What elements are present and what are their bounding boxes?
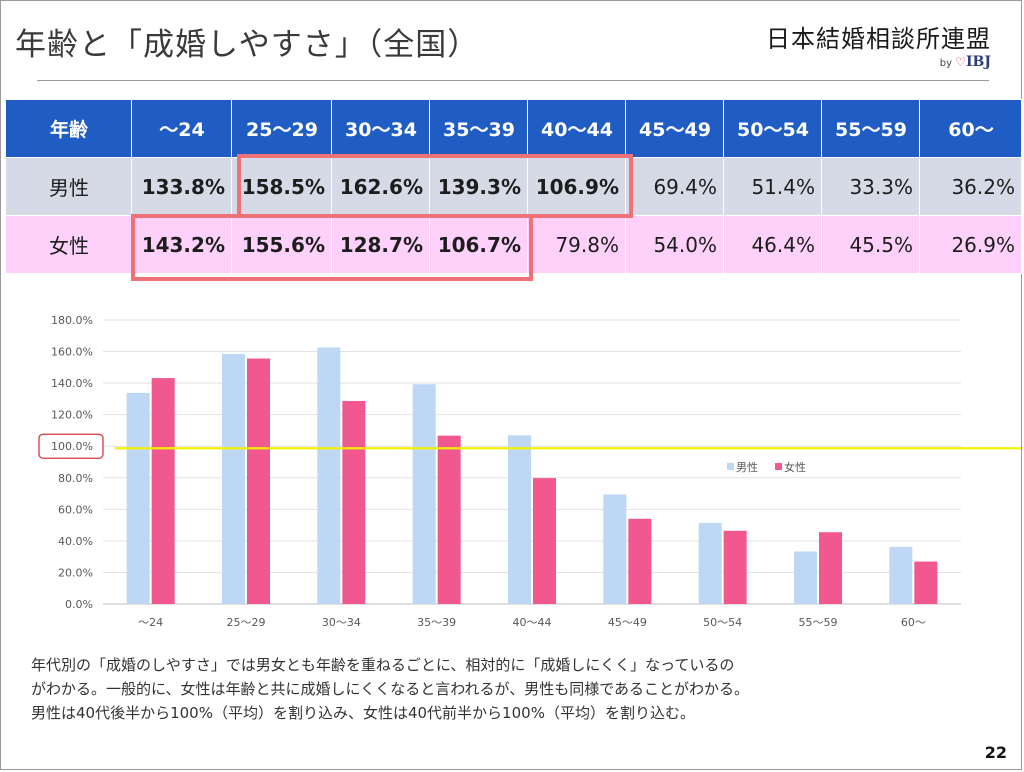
- header-age-group: 55～59: [821, 99, 920, 158]
- description-line-2: がわかる。一般的に、女性は年齢と共に成婚しにくくなると言われるが、男性も同様であ…: [31, 680, 750, 698]
- legend-swatch-male: [727, 463, 734, 470]
- y-tick-label: 0.0%: [65, 598, 93, 611]
- bar-male: [794, 551, 817, 604]
- bar-female: [247, 358, 270, 604]
- page-title: 年齢と「成婚しやすさ」（全国）: [15, 27, 480, 63]
- header-age-group: 30～34: [331, 99, 430, 158]
- female-value-cell: 45.5%: [821, 215, 920, 274]
- legend-label-male: 男性: [736, 460, 758, 474]
- male-value-cell: 33.3%: [821, 157, 920, 216]
- description-line-3: 男性は40代後半から100%（平均）を割り込み、女性は40代前半から100%（平…: [31, 704, 695, 722]
- female-value-cell: 54.0%: [625, 215, 724, 274]
- table-row-female: 女性 143.2% 155.6% 128.7% 106.7% 79.8% 54.0% 46.…: [5, 215, 1022, 274]
- x-tick-label: 60～: [901, 616, 926, 629]
- male-value-cell: 51.4%: [723, 157, 822, 216]
- y-tick-label: 80.0%: [58, 472, 93, 485]
- x-tick-label: 25～29: [227, 616, 266, 629]
- y-tick-label: 100.0%: [51, 440, 93, 453]
- bar-female: [151, 378, 175, 604]
- female-value-cell: 26.9%: [919, 215, 1022, 274]
- male-value-cell: 162.6%: [331, 157, 430, 216]
- bar-male: [317, 347, 341, 604]
- male-value-cell: 69.4%: [625, 157, 724, 216]
- header-label: 年齢: [5, 99, 132, 158]
- legend-swatch-female: [775, 463, 782, 470]
- header-age-group: 35～39: [429, 99, 528, 158]
- female-value-cell: 128.7%: [331, 215, 430, 274]
- highlighted-tick-box: [38, 433, 104, 459]
- rates-table: 年齢 ～24 25～29 30～34 35～39 40～44 45～49 50～54 55～5…: [5, 99, 1022, 274]
- female-value-cell: 46.4%: [723, 215, 822, 274]
- logo-sub: by ♡IBJ: [766, 54, 991, 70]
- y-tick-label: 20.0%: [58, 566, 93, 579]
- bar-male: [412, 384, 436, 604]
- bar-male: [889, 546, 913, 604]
- female-value-cell: 155.6%: [231, 215, 332, 274]
- bar-female: [437, 435, 461, 604]
- male-value-cell: 36.2%: [919, 157, 1022, 216]
- title-divider: [37, 80, 989, 81]
- bar-male: [508, 435, 531, 604]
- male-label: 男性: [5, 157, 132, 216]
- header-age-group: 40～44: [527, 99, 626, 158]
- logo-by: by: [939, 58, 953, 69]
- header-age-group: 25～29: [231, 99, 332, 158]
- female-label: 女性: [5, 215, 132, 274]
- bar-female: [628, 518, 652, 604]
- x-tick-label: 50～54: [703, 616, 742, 629]
- header-age-group: 45～49: [625, 99, 724, 158]
- bar-female: [914, 561, 938, 604]
- female-value-cell: 106.7%: [429, 215, 528, 274]
- header-age-group: ～24: [131, 99, 232, 158]
- bar-female: [533, 478, 556, 604]
- heart-icon: ♡: [955, 55, 966, 69]
- male-value-cell: 106.9%: [527, 157, 626, 216]
- x-tick-label: 45～49: [608, 616, 647, 629]
- y-tick-label: 120.0%: [51, 409, 93, 422]
- bar-male: [603, 494, 627, 604]
- bar-chart: 0.0% 20.0% 40.0% 60.0% 80.0% 100.0% 120.0% 140.…: [38, 314, 1021, 629]
- bar-female: [342, 400, 366, 604]
- female-value-cell: 143.2%: [131, 215, 232, 274]
- y-tick-label: 60.0%: [58, 503, 93, 516]
- page-number: 22: [984, 743, 1007, 762]
- header-age-group: 50～54: [723, 99, 822, 158]
- legend-label-female: 女性: [784, 460, 806, 474]
- header-age-group: 60～: [919, 99, 1022, 158]
- x-tick-label: 40～44: [513, 616, 552, 629]
- description: 年代別の「成婚のしやすさ」では男女とも年齢を重ねるごとに、相対的に「成婚しにくく…: [31, 653, 1001, 725]
- y-tick-label: 160.0%: [51, 346, 93, 359]
- x-tick-label: 30～34: [322, 616, 361, 629]
- y-tick-label: 180.0%: [51, 314, 93, 327]
- bar-male: [126, 392, 150, 604]
- y-tick-label: 140.0%: [51, 377, 93, 390]
- bar-male: [222, 353, 245, 604]
- table-row-male: 男性 133.8% 158.5% 162.6% 139.3% 106.9% 69.4% 51…: [5, 157, 1022, 216]
- female-value-cell: 79.8%: [527, 215, 626, 274]
- male-value-cell: 133.8%: [131, 157, 232, 216]
- x-tick-label: 35～39: [417, 616, 456, 629]
- x-tick-label: ～24: [138, 616, 163, 629]
- logo-name: 日本結婚相談所連盟: [766, 25, 991, 53]
- male-value-cell: 139.3%: [429, 157, 528, 216]
- y-tick-label: 40.0%: [58, 535, 93, 548]
- bar-male: [698, 522, 722, 604]
- table-header-row: 年齢 ～24 25～29 30～34 35～39 40～44 45～49 50～54 55～5…: [5, 99, 1022, 158]
- description-line-1: 年代別の「成婚のしやすさ」では男女とも年齢を重ねるごとに、相対的に「成婚しにくく…: [31, 656, 735, 674]
- x-tick-label: 55～59: [799, 616, 838, 629]
- bar-female: [819, 532, 842, 604]
- logo: 日本結婚相談所連盟 by ♡IBJ: [766, 19, 991, 70]
- male-value-cell: 158.5%: [231, 157, 332, 216]
- bar-female: [723, 530, 747, 604]
- logo-brand: IBJ: [965, 54, 991, 70]
